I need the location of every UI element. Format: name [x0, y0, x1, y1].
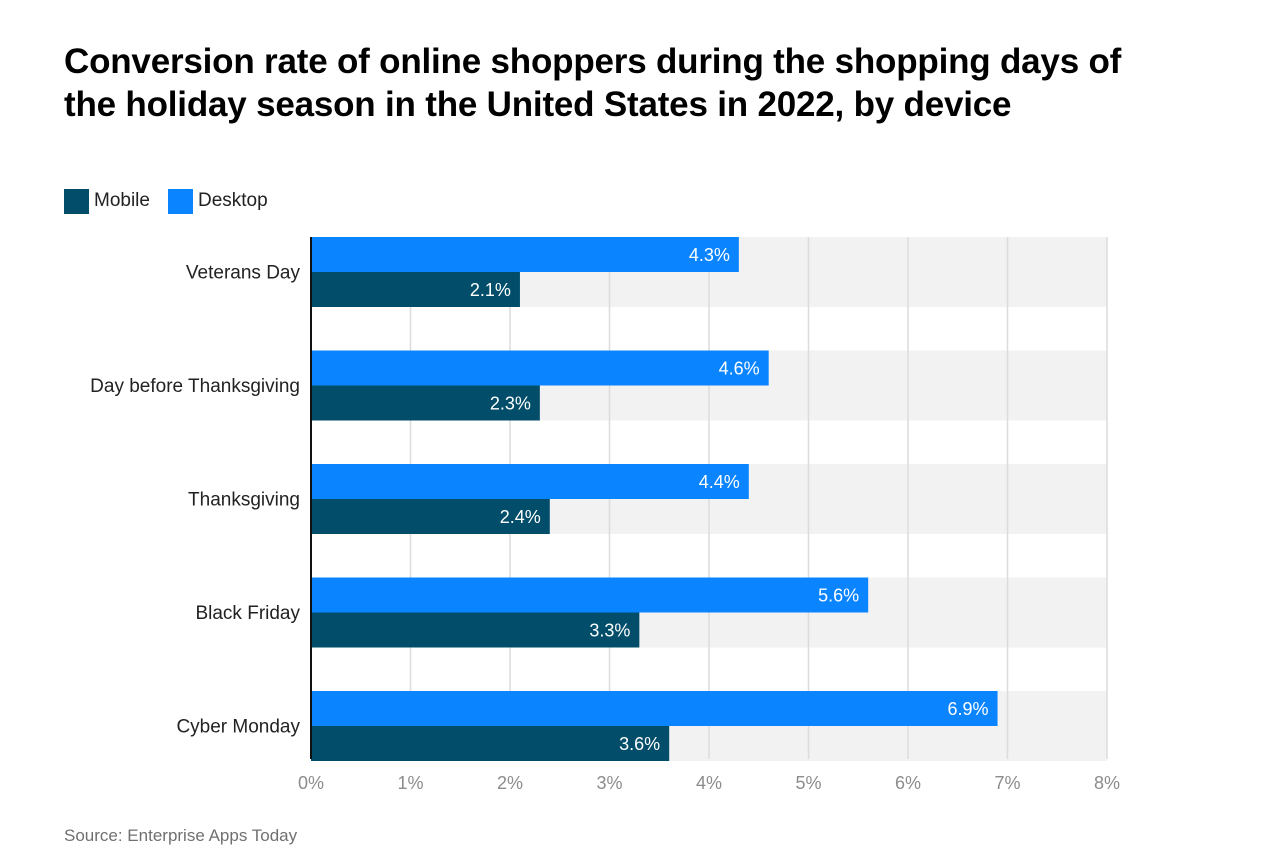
data-label: 3.3% [589, 621, 630, 641]
chart-title: Conversion rate of online shoppers durin… [64, 42, 1122, 124]
x-tick-label: 8% [1094, 773, 1120, 793]
data-label: 4.6% [719, 359, 760, 379]
category-label: Veterans Day [186, 263, 301, 284]
x-tick-label: 1% [397, 773, 423, 793]
category-label: Black Friday [195, 603, 300, 624]
data-label: 2.4% [500, 507, 541, 527]
x-tick-label: 2% [497, 773, 523, 793]
legend: Mobile Desktop [64, 188, 286, 214]
x-tick-label: 4% [696, 773, 722, 793]
legend-swatch-desktop [167, 188, 193, 214]
bar [311, 464, 749, 499]
data-label: 2.3% [490, 394, 531, 414]
legend-item-desktop: Desktop [167, 188, 268, 214]
source-note: Source: Enterprise Apps Today [64, 826, 298, 845]
x-tick-label: 7% [994, 773, 1020, 793]
x-tick-label: 3% [596, 773, 622, 793]
data-label: 4.4% [699, 472, 740, 492]
x-tick-label: 5% [795, 773, 821, 793]
category-label: Cyber Monday [176, 717, 300, 738]
legend-item-mobile: Mobile [64, 188, 150, 214]
data-label: 6.9% [948, 699, 989, 719]
x-tick-label: 6% [895, 773, 921, 793]
bar [311, 577, 869, 613]
bar [311, 726, 670, 761]
bar [311, 385, 540, 421]
category-label: Thanksgiving [188, 490, 300, 511]
bar [311, 272, 520, 307]
legend-label-desktop: Desktop [197, 190, 268, 211]
data-label: 5.6% [818, 586, 859, 606]
data-label: 3.6% [619, 734, 660, 754]
legend-swatch-mobile [64, 188, 89, 214]
bar [311, 350, 769, 386]
data-label: 4.3% [689, 245, 730, 265]
legend-label-mobile: Mobile [94, 190, 150, 211]
category-label: Day before Thanksgiving [90, 376, 300, 397]
bar [311, 612, 640, 648]
x-tick-label: 0% [298, 773, 324, 793]
bar [311, 499, 550, 534]
bar [311, 237, 739, 272]
bar [311, 691, 998, 726]
data-label: 2.1% [470, 280, 511, 300]
